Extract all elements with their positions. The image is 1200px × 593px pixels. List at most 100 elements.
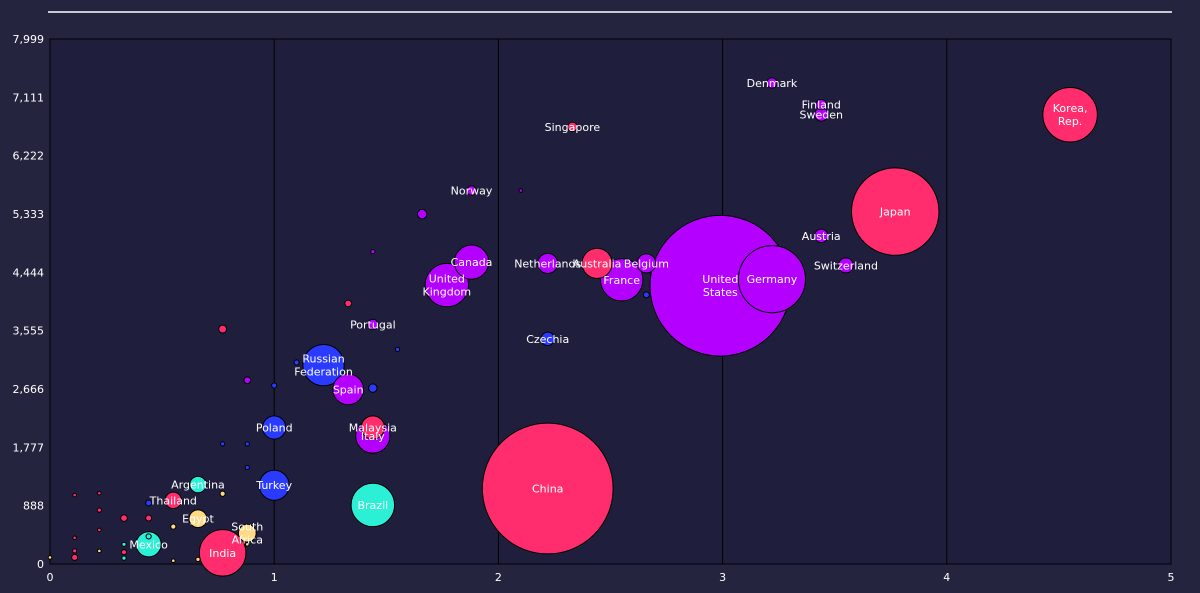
bubble[interactable] — [170, 523, 177, 530]
bubble[interactable] — [218, 324, 228, 334]
bubble[interactable] — [97, 490, 102, 496]
x-tick-label: 5 — [1168, 571, 1175, 584]
x-tick-label: 0 — [47, 571, 54, 584]
bubble-label: Portugal — [350, 318, 396, 331]
bubble[interactable] — [394, 346, 401, 353]
bubble-united-kingdom[interactable] — [424, 262, 470, 308]
y-tick-label: 4,444 — [13, 266, 45, 279]
bubble[interactable] — [171, 558, 176, 564]
bubble-india[interactable] — [198, 529, 247, 577]
bubble[interactable] — [145, 499, 153, 507]
bubble[interactable] — [271, 382, 278, 389]
plot-area — [49, 38, 1172, 565]
bubble[interactable] — [72, 492, 77, 498]
bubble[interactable] — [120, 549, 128, 556]
bubble-turkey[interactable] — [258, 469, 290, 501]
bubble[interactable] — [344, 299, 353, 308]
bubble-singapore[interactable] — [567, 121, 578, 133]
bubble[interactable] — [244, 464, 250, 471]
bubble[interactable] — [220, 441, 226, 447]
bubble-label: Spain — [333, 383, 364, 396]
bubble-korea-rep-[interactable] — [1042, 86, 1098, 143]
bubble-mexico[interactable] — [135, 531, 162, 558]
bubble-spain[interactable] — [332, 373, 365, 406]
bubble[interactable] — [145, 514, 153, 522]
bubble[interactable] — [244, 542, 250, 547]
bubble[interactable] — [368, 383, 378, 393]
bubble[interactable] — [72, 535, 77, 541]
y-tick-label: 3,555 — [13, 325, 45, 338]
bubble[interactable] — [97, 527, 102, 533]
bubble-malaysia[interactable] — [360, 415, 385, 440]
bubble[interactable] — [72, 548, 78, 554]
bubble-china[interactable] — [481, 422, 614, 555]
bubbles — [47, 77, 1098, 577]
bubble-argentina[interactable] — [189, 475, 207, 494]
bubble-label: China — [532, 483, 563, 496]
bubble[interactable] — [243, 376, 252, 385]
y-tick-label: 6,222 — [13, 150, 45, 163]
y-tick-label: 2,666 — [13, 383, 45, 396]
bubble-label: Egypt — [182, 513, 214, 526]
bubble-denmark[interactable] — [766, 77, 778, 89]
bubble-label: Argentina — [171, 479, 225, 492]
bubble-egypt[interactable] — [188, 509, 208, 529]
bubble-label: Russian Federation — [294, 353, 353, 379]
bubble[interactable] — [121, 555, 127, 561]
bubble-label: Turkey — [255, 479, 292, 492]
bubble-label: Austria — [802, 230, 841, 243]
bubble-germany[interactable] — [737, 245, 806, 314]
bubble-poland[interactable] — [262, 415, 287, 440]
bubble-canada[interactable] — [453, 244, 490, 280]
bubble[interactable] — [293, 359, 300, 366]
bubble-australia[interactable] — [581, 247, 613, 279]
bubble[interactable] — [244, 441, 250, 447]
bubble-portugal[interactable] — [367, 318, 379, 331]
bubble-label: Netherlands — [514, 257, 581, 270]
bubble-czechia[interactable] — [540, 331, 555, 347]
bubble[interactable] — [47, 555, 53, 560]
bubble-label: Switzerland — [814, 259, 878, 272]
y-tick-label: 1,777 — [13, 441, 45, 454]
bubble-netherlands[interactable] — [537, 252, 559, 274]
bubble-japan[interactable] — [851, 167, 940, 256]
bubble-norway[interactable] — [466, 185, 477, 196]
bubble-belgium[interactable] — [636, 253, 657, 274]
bubble[interactable] — [518, 188, 524, 193]
bubble-label: Australia — [573, 257, 622, 270]
bubble-brazil[interactable] — [350, 482, 396, 528]
bubble[interactable] — [121, 541, 127, 547]
bubble[interactable] — [96, 507, 102, 513]
bubble-switzerland[interactable] — [837, 257, 854, 274]
bubble[interactable] — [642, 291, 650, 299]
bubble-austria[interactable] — [814, 228, 829, 244]
bubble-label: Finland — [802, 99, 841, 112]
bubble-label: South Africa — [231, 521, 263, 547]
bubble[interactable] — [120, 514, 128, 522]
bubble-finland[interactable] — [815, 98, 827, 111]
bubble-label: Belgium — [624, 257, 669, 270]
bubble[interactable] — [97, 548, 102, 554]
bubble-label: United States — [702, 273, 738, 299]
bubble-label: France — [603, 274, 640, 287]
y-tick-label: 7,999 — [13, 33, 45, 46]
bubble-thailand[interactable] — [164, 491, 183, 510]
bubble-label: Sweden — [800, 108, 843, 121]
bubble[interactable] — [71, 553, 79, 561]
x-tick-label: 1 — [271, 571, 278, 584]
x-axis-ticks: 0 1 2 3 4 5 — [47, 571, 1175, 584]
bubble[interactable] — [219, 490, 226, 497]
bubble-label: Thailand — [149, 494, 197, 507]
bubble[interactable] — [145, 533, 152, 540]
bubble-russian-federation[interactable] — [302, 343, 345, 387]
bubble[interactable] — [195, 556, 201, 563]
bubble-label: Japan — [879, 206, 911, 219]
x-tick-label: 4 — [943, 571, 950, 584]
x-tick-label: 3 — [719, 571, 726, 584]
y-tick-label: 888 — [23, 500, 44, 513]
bubble-label: Germany — [747, 273, 798, 286]
bubble[interactable] — [416, 208, 428, 220]
bubble[interactable] — [370, 248, 376, 255]
